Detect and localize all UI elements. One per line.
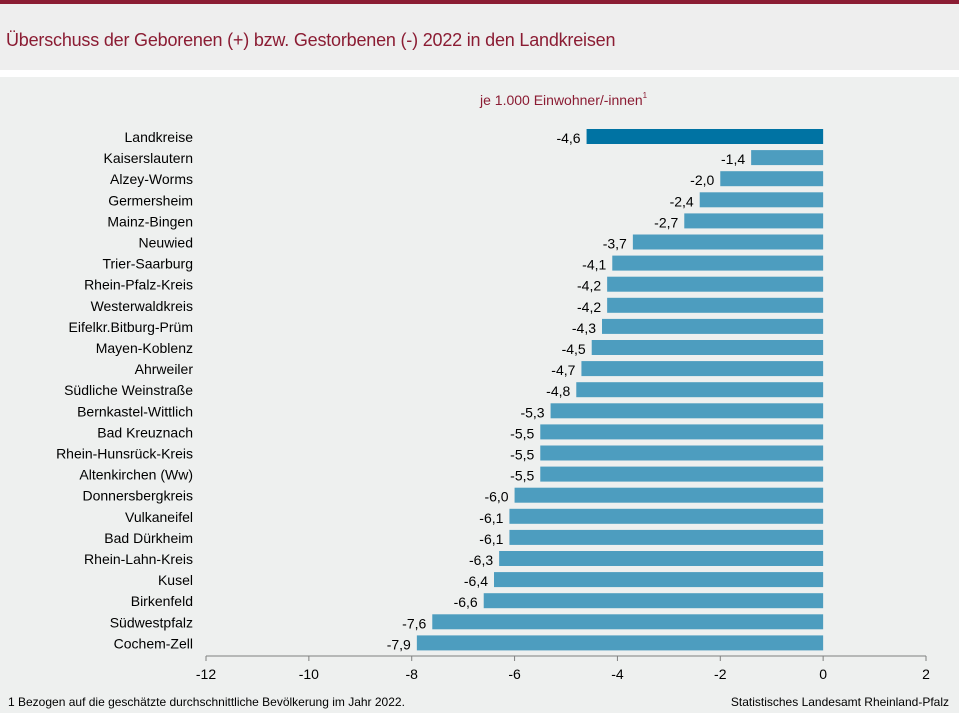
bar-17 [514,487,824,503]
data-label: -5,5 [510,425,534,441]
bar-19 [509,529,824,545]
data-label: -4,1 [582,257,606,273]
data-label: -5,5 [510,468,534,484]
bar-15 [540,445,824,461]
data-label: -4,2 [577,299,601,315]
category-label: Vulkaneifel [125,509,193,525]
x-tick-label: 0 [819,666,827,682]
category-label: Westerwaldkreis [91,298,193,314]
category-label: Cochem-Zell [114,635,193,651]
category-label: Germersheim [108,192,193,208]
data-label: -4,3 [572,320,596,336]
bar-12 [576,382,824,398]
data-label: -4,8 [546,383,570,399]
top-accent-bar [0,0,959,4]
data-label: -4,7 [551,362,575,378]
header-separator [0,70,959,77]
bar-16 [540,466,824,482]
bar-3 [699,192,824,208]
category-label: Mayen-Koblenz [96,340,193,356]
data-label: -5,5 [510,447,534,463]
data-label: -4,2 [577,278,601,294]
subtitle-text: je 1.000 Einwohner/-innen [480,92,643,108]
data-label: -5,3 [520,404,544,420]
bar-11 [581,361,824,377]
x-tick-label: 2 [922,666,930,682]
category-label: Bad Kreuznach [97,424,193,440]
data-label: -7,6 [402,615,426,631]
bar-13 [550,403,824,419]
category-label: Neuwied [139,235,193,251]
category-label: Rhein-Pfalz-Kreis [84,277,193,293]
bar-21 [494,572,824,588]
bar-23 [432,614,824,630]
bar-5 [632,234,824,250]
data-label: -3,7 [603,236,627,252]
category-label: Mainz-Bingen [107,213,193,229]
category-label: Trier-Saarburg [102,256,193,272]
bar-14 [540,424,824,440]
bar-0 [586,129,824,144]
footnote-marker: 1 [642,91,648,100]
data-label: -4,6 [556,130,580,146]
bar-1 [751,150,824,166]
bar-9 [602,318,824,334]
x-tick-label: -6 [508,666,521,682]
category-label: Altenkirchen (Ww) [79,467,193,483]
data-label: -6,4 [464,573,488,589]
data-label: -2,0 [690,172,714,188]
data-label: -1,4 [721,151,745,167]
x-tick-label: -8 [405,666,418,682]
data-label: -6,0 [484,489,508,505]
category-label: Kaiserslautern [104,150,194,166]
category-label: Südwestpfalz [110,614,193,630]
bar-4 [684,213,824,229]
category-label: Bernkastel-Wittlich [77,403,193,419]
data-label: -2,7 [654,214,678,230]
source-label: Statistisches Landesamt Rheinland-Pfalz [730,695,949,709]
category-label: Rhein-Lahn-Kreis [84,551,193,567]
data-label: -6,1 [479,510,503,526]
category-label: Donnersbergkreis [83,488,194,504]
data-label: -4,5 [562,341,586,357]
x-tick-label: -4 [611,666,624,682]
category-label: Alzey-Worms [110,171,193,187]
category-label: Ahrweiler [135,361,194,377]
bar-8 [607,297,824,313]
data-label: -6,1 [479,531,503,547]
bars-group: Landkreise -4,6 Kaiserslautern -1,4 Alzey-Wo… [56,129,824,652]
bar-20 [499,551,824,566]
category-label: Bad Dürkheim [104,530,193,546]
category-label: Kusel [158,572,193,588]
bar-24 [416,635,824,651]
chart-title: Überschuss der Geborenen (+) bzw. Gestor… [6,30,616,50]
bar-7 [607,276,824,292]
category-label: Südliche Weinstraße [64,382,193,398]
data-label: -6,6 [454,594,478,610]
data-label: -6,3 [469,552,493,568]
category-label: Eifelkr.Bitburg-Prüm [69,319,193,335]
x-tick-label: -10 [299,666,319,682]
x-tick-label: -12 [196,666,216,682]
category-label: Birkenfeld [131,593,193,609]
footnote: 1 Bezogen auf die geschätzte durchschnit… [8,695,405,709]
category-label: Landkreise [125,129,194,145]
chart-subtitle: je 1.000 Einwohner/-innen1 [480,91,648,108]
x-axis: -12 -10 -8 -6 -4 -2 0 2 [196,655,930,682]
header: Überschuss der Geborenen (+) bzw. Gestor… [0,4,959,70]
data-label: -7,9 [387,636,411,652]
category-label: Rhein-Hunsrück-Kreis [56,446,193,462]
bar-10 [591,340,824,355]
data-label: -2,4 [670,193,694,209]
bar-18 [509,508,824,524]
bar-22 [483,593,824,609]
bar-2 [720,171,824,187]
x-tick-label: -2 [714,666,727,682]
bar-6 [612,255,824,271]
